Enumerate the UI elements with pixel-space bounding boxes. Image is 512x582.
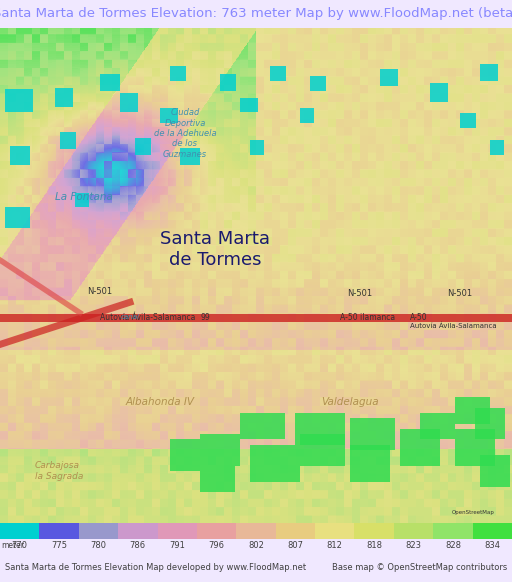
Bar	[5, 207, 30, 228]
Text: 834: 834	[484, 541, 500, 551]
Bar	[0, 523, 39, 539]
Bar	[480, 64, 498, 81]
Bar	[475, 408, 505, 439]
Text: N-501: N-501	[447, 289, 473, 299]
Text: Base map © OpenStreetMap contributors: Base map © OpenStreetMap contributors	[332, 563, 507, 573]
Bar	[420, 413, 455, 439]
Bar	[180, 148, 200, 165]
Bar	[455, 429, 495, 466]
Text: meter: meter	[2, 541, 25, 551]
Bar	[300, 434, 345, 466]
Bar	[0, 314, 512, 322]
Text: 812: 812	[327, 541, 343, 551]
Bar	[200, 434, 240, 466]
Text: 807: 807	[287, 541, 304, 551]
Text: 791: 791	[169, 541, 185, 551]
Bar	[160, 108, 178, 123]
Bar	[55, 88, 73, 107]
Bar	[197, 523, 237, 539]
Text: Ciudad
Deportiva
de la Adehuela
de los
Guzmanes: Ciudad Deportiva de la Adehuela de los G…	[154, 108, 216, 159]
Bar	[170, 66, 186, 81]
Bar	[170, 439, 200, 471]
Text: Autovía Ávila-Salamanca: Autovía Ávila-Salamanca	[410, 322, 497, 329]
Bar	[118, 523, 158, 539]
Bar	[220, 74, 236, 91]
Bar	[250, 140, 264, 155]
Text: Santa Marta de Tormes Elevation: 763 meter Map by www.FloodMap.net (beta): Santa Marta de Tormes Elevation: 763 met…	[0, 8, 512, 20]
Bar	[120, 93, 138, 112]
Bar	[5, 89, 33, 112]
Bar	[10, 146, 30, 165]
Text: 823: 823	[406, 541, 421, 551]
Bar	[158, 523, 197, 539]
Bar	[394, 523, 433, 539]
Bar	[354, 523, 394, 539]
Text: 828: 828	[445, 541, 461, 551]
Text: Albahonda IV: Albahonda IV	[125, 398, 195, 407]
Bar	[350, 418, 395, 450]
Text: 818: 818	[366, 541, 382, 551]
Bar	[60, 132, 76, 149]
Bar	[490, 140, 504, 155]
Text: N-501: N-501	[348, 289, 373, 299]
Bar	[250, 445, 300, 481]
Bar	[300, 108, 314, 123]
Bar	[473, 523, 512, 539]
Bar	[460, 113, 476, 128]
Bar	[135, 138, 151, 155]
Bar	[480, 455, 510, 487]
Bar	[433, 523, 473, 539]
Bar	[270, 66, 286, 81]
Text: A-50 ilamanca: A-50 ilamanca	[340, 313, 395, 321]
Bar	[200, 466, 235, 492]
Bar	[400, 429, 440, 466]
Bar	[240, 98, 258, 112]
Text: Santa Marta de Tormes Elevation Map developed by www.FloodMap.net: Santa Marta de Tormes Elevation Map deve…	[5, 563, 306, 573]
Text: A-50: A-50	[410, 313, 428, 321]
Text: 770: 770	[12, 541, 28, 551]
Bar	[295, 413, 345, 445]
Bar	[315, 523, 354, 539]
Bar	[79, 523, 118, 539]
Text: 786: 786	[130, 541, 146, 551]
Bar	[75, 193, 89, 207]
Text: OpenStreetMap: OpenStreetMap	[452, 510, 495, 515]
Bar	[39, 523, 79, 539]
Bar	[275, 523, 315, 539]
Bar	[455, 397, 490, 424]
Text: La Fontana: La Fontana	[55, 191, 113, 202]
Text: Autovía Ávila-Salamanca: Autovía Ávila-Salamanca	[100, 313, 196, 321]
Bar	[100, 74, 120, 91]
Text: N-501: N-501	[88, 287, 113, 296]
Text: 802: 802	[248, 541, 264, 551]
Text: Carbajosa
la Sagrada: Carbajosa la Sagrada	[35, 462, 83, 481]
Text: Valdelagua: Valdelagua	[321, 398, 379, 407]
Bar	[310, 76, 326, 91]
Bar	[237, 523, 275, 539]
Text: canal: canal	[120, 314, 139, 320]
Text: 780: 780	[91, 541, 106, 551]
Text: 99: 99	[200, 313, 210, 321]
Text: Santa Marta
de Tormes: Santa Marta de Tormes	[160, 230, 270, 269]
Text: 796: 796	[208, 541, 225, 551]
Bar	[380, 69, 398, 86]
Bar	[350, 445, 390, 481]
Text: 775: 775	[51, 541, 67, 551]
Bar	[240, 413, 285, 439]
Bar	[430, 83, 448, 102]
